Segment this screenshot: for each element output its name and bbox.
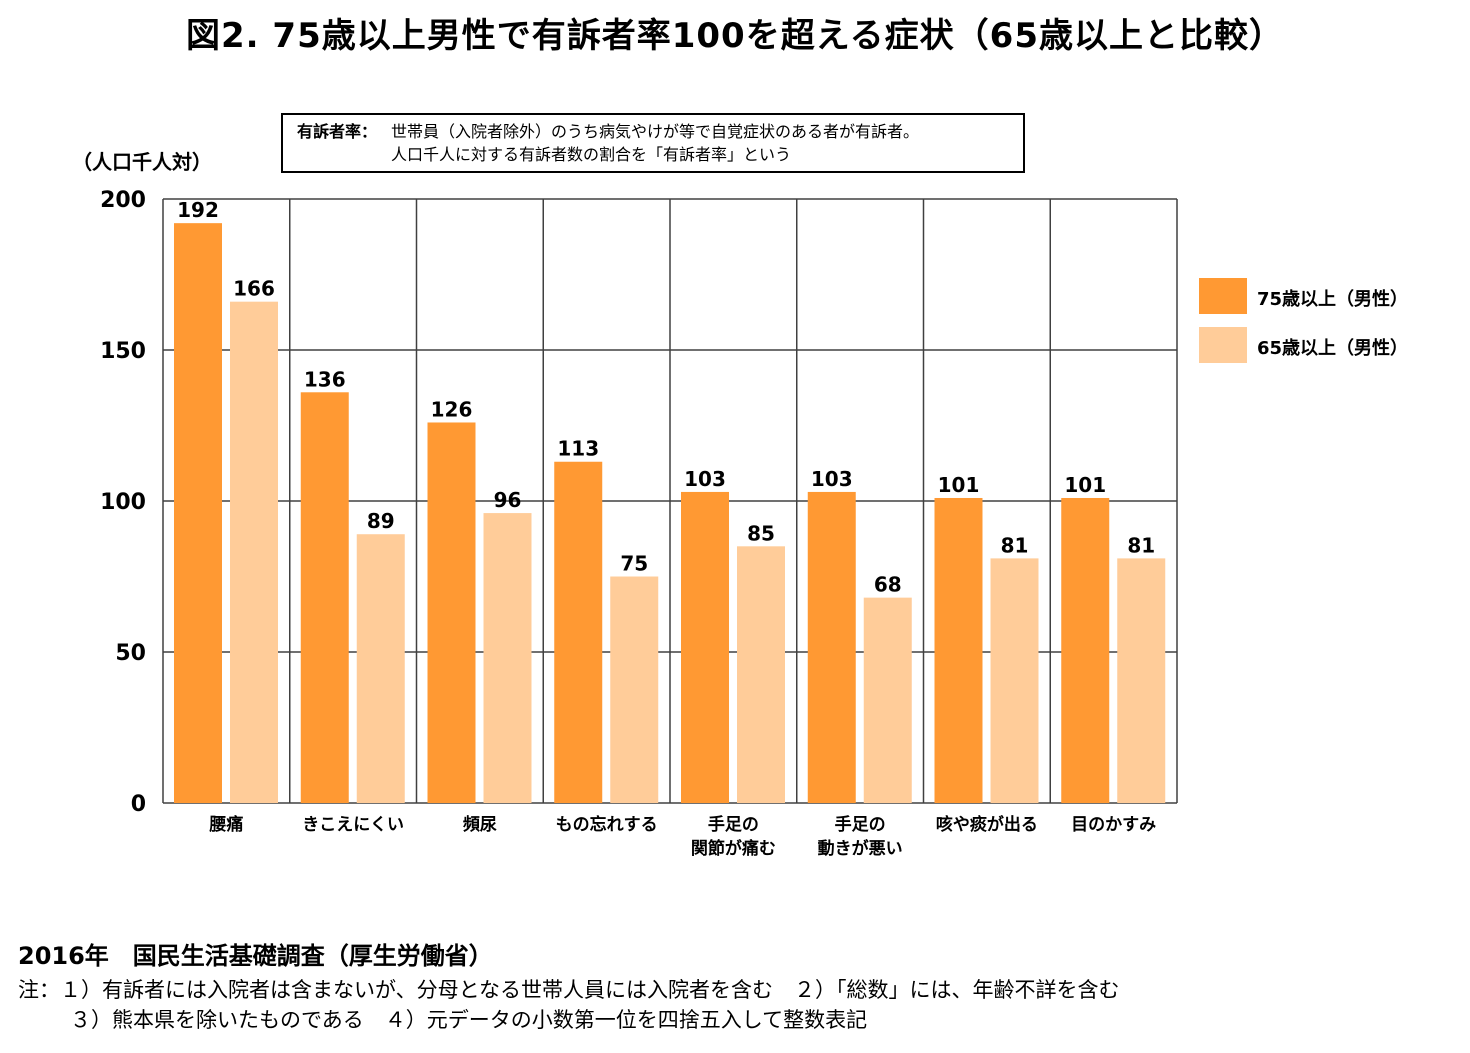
definition-line-2: 人口千人に対する有訴者数の割合を「有訴者率」という <box>391 145 792 164</box>
note-line-2: ３）熊本県を除いたものである ４）元データの小数第一位を四捨五入して整数表記 <box>70 1008 868 1032</box>
bar-s0-5 <box>807 491 856 803</box>
bar-s1-3 <box>610 576 659 803</box>
data-label-s0-7: 101 <box>1064 473 1106 497</box>
data-label-s1-1: 89 <box>367 509 395 533</box>
legend-label-75: 75歳以上（男性） <box>1257 289 1409 310</box>
data-label-s1-2: 96 <box>494 488 522 512</box>
x-tick-label-0-0: 腰痛 <box>209 814 243 835</box>
legend-swatch-75 <box>1199 278 1247 314</box>
bar-s1-4 <box>737 546 785 803</box>
bar-s0-7 <box>1061 497 1110 803</box>
y-tick-label-0: 0 <box>131 792 146 817</box>
bar-chart: 0 50 100 150 200 192 166 腰痛 136 89 きこえにくい 126 96 頻尿 11… <box>100 188 1178 859</box>
bar-s0-4 <box>681 491 729 803</box>
data-label-s0-3: 113 <box>557 437 599 461</box>
x-tick-label-2-0: 頻尿 <box>462 814 497 835</box>
source-caption: 2016年 国民生活基礎調査（厚生労働省） <box>18 942 493 970</box>
bar-s1-0 <box>230 301 278 803</box>
bar-s0-3 <box>554 461 603 803</box>
data-label-s0-4: 103 <box>684 467 726 491</box>
x-tick-label-5-1: 動きが悪い <box>818 838 903 859</box>
data-label-s0-6: 101 <box>938 473 980 497</box>
legend-swatch-65 <box>1199 327 1247 363</box>
definition-line-1: 世帯員（入院者除外）のうち病気やけが等で自覚症状のある者が有訴者。 <box>391 122 920 141</box>
chart-title: 図2. 75歳以上男性で有訴者率100を超える症状（65歳以上と比較） <box>186 16 1284 56</box>
x-tick-label-5-0: 手足の <box>835 814 886 835</box>
bar-s1-6 <box>990 558 1039 803</box>
y-tick-label-50: 50 <box>115 641 146 666</box>
data-label-s0-2: 126 <box>431 397 473 421</box>
data-label-s1-7: 81 <box>1127 533 1155 557</box>
x-tick-label-6-0: 咳や痰が出る <box>936 814 1038 835</box>
data-label-s0-1: 136 <box>304 367 346 391</box>
y-tick-label-100: 100 <box>100 490 146 515</box>
data-label-s1-0: 166 <box>233 277 275 301</box>
data-label-s0-0: 192 <box>177 198 219 222</box>
data-label-s1-4: 85 <box>747 521 775 545</box>
bar-s0-2 <box>427 422 476 803</box>
y-tick-label-150: 150 <box>100 339 146 364</box>
bar-s0-6 <box>934 497 983 803</box>
bar-s0-0 <box>174 223 222 803</box>
bar-s1-7 <box>1117 558 1166 803</box>
x-tick-label-3-0: もの忘れする <box>556 814 658 835</box>
data-label-s1-3: 75 <box>620 552 648 576</box>
definition-box: 有訴者率： 世帯員（入院者除外）のうち病気やけが等で自覚症状のある者が有訴者。 … <box>281 113 1025 173</box>
bar-s0-1 <box>300 392 349 803</box>
y-axis-unit-label: （人口千人対） <box>72 150 212 174</box>
legend-label-65: 65歳以上（男性） <box>1257 338 1409 359</box>
bar-s1-2 <box>483 513 532 803</box>
data-label-s1-6: 81 <box>1001 533 1029 557</box>
data-label-s1-5: 68 <box>874 573 902 597</box>
definition-label: 有訴者率： <box>297 122 378 141</box>
x-tick-label-7-0: 目のかすみ <box>1071 815 1156 835</box>
x-tick-label-4-1: 関節が痛む <box>691 838 776 859</box>
bar-s1-5 <box>863 597 912 803</box>
data-label-s0-5: 103 <box>811 467 853 491</box>
x-tick-label-4-0: 手足の <box>708 814 759 835</box>
y-tick-label-200: 200 <box>100 188 146 213</box>
note-line-1: 注：１）有訴者には入院者は含まないが、分母となる世帯人員には入院者を含む ２）「… <box>18 978 1120 1002</box>
x-tick-label-1-0: きこえにくい <box>302 815 404 835</box>
bar-s1-1 <box>356 534 405 803</box>
